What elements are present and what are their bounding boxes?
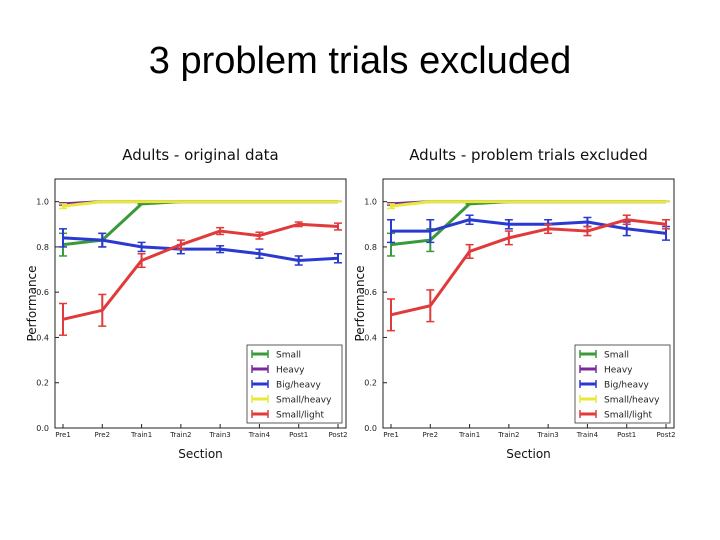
- chart-title: Adults - original data: [122, 146, 278, 164]
- y-axis-label: Performance: [353, 265, 367, 341]
- x-tick-label: Pre1: [55, 431, 71, 439]
- legend-label: Big/heavy: [276, 381, 322, 391]
- x-tick-label: Train1: [458, 431, 480, 439]
- series-line-small-heavy: [390, 200, 666, 208]
- chart-title: Adults - problem trials excluded: [409, 146, 648, 164]
- series-line-big-heavy: [391, 218, 667, 235]
- y-tick-label: 0.6: [36, 288, 49, 297]
- legend-label: Small: [604, 351, 629, 361]
- x-tick-label: Post1: [617, 431, 636, 439]
- legend-label: Small: [276, 351, 301, 361]
- x-tick-label: Pre2: [94, 431, 110, 439]
- y-axis-label: Performance: [25, 265, 39, 341]
- legend-label: Big/heavy: [604, 381, 650, 391]
- y-tick-label: 1.0: [364, 198, 377, 207]
- legend-label: Small/light: [604, 411, 652, 421]
- x-tick-label: Pre1: [383, 431, 399, 439]
- plot-frame: [54, 178, 347, 429]
- y-tick-label: 0.6: [364, 288, 377, 297]
- x-tick-label: Post2: [328, 431, 347, 439]
- series-line-big-heavy: [62, 236, 339, 262]
- x-tick-label: Train1: [130, 431, 152, 439]
- y-tick-label: 0.2: [364, 379, 377, 388]
- x-tick-label: Train4: [248, 431, 271, 439]
- chart-problem-trials-excluded: Adults - problem trials excluded 0.0 0.2 0.…: [353, 146, 676, 461]
- plot-frame: [382, 178, 675, 429]
- y-tick-label: 0.8: [36, 243, 49, 252]
- x-axis-label: Section: [506, 447, 551, 461]
- x-tick-label: Train2: [497, 431, 519, 439]
- series-line-small-light: [390, 218, 667, 317]
- y-tick-label: 0.4: [364, 333, 377, 342]
- y-tick-label: 0.8: [364, 243, 377, 252]
- y-tick-label: 0.0: [364, 424, 377, 433]
- slide-title: 3 problem trials excluded: [148, 40, 572, 82]
- y-tick-label: 0.4: [36, 333, 49, 342]
- x-tick-label: Train3: [209, 431, 231, 439]
- x-axis-label: Section: [178, 447, 223, 461]
- legend-label: Heavy: [604, 366, 633, 376]
- chart-original-data: Adults - original data 0.0 0.2 0.4 0.6 0.8 1.0…: [25, 146, 348, 461]
- x-tick-label: Train2: [169, 431, 191, 439]
- x-tick-label: Post2: [656, 431, 675, 439]
- y-tick-label: 1.0: [36, 198, 49, 207]
- y-tick-label: 0.2: [36, 379, 49, 388]
- x-tick-label: Train4: [576, 431, 599, 439]
- y-tick-label: 0.0: [36, 424, 49, 433]
- x-tick-label: Post1: [289, 431, 308, 439]
- legend-label: Small/heavy: [604, 396, 660, 406]
- legend-label: Heavy: [276, 366, 305, 376]
- legend-label: Small/light: [276, 411, 324, 421]
- x-tick-label: Pre2: [422, 431, 438, 439]
- legend-label: Small/heavy: [276, 396, 332, 406]
- series-line-small-heavy: [62, 200, 338, 208]
- x-tick-label: Train3: [537, 431, 559, 439]
- series-line-small-light: [62, 222, 339, 321]
